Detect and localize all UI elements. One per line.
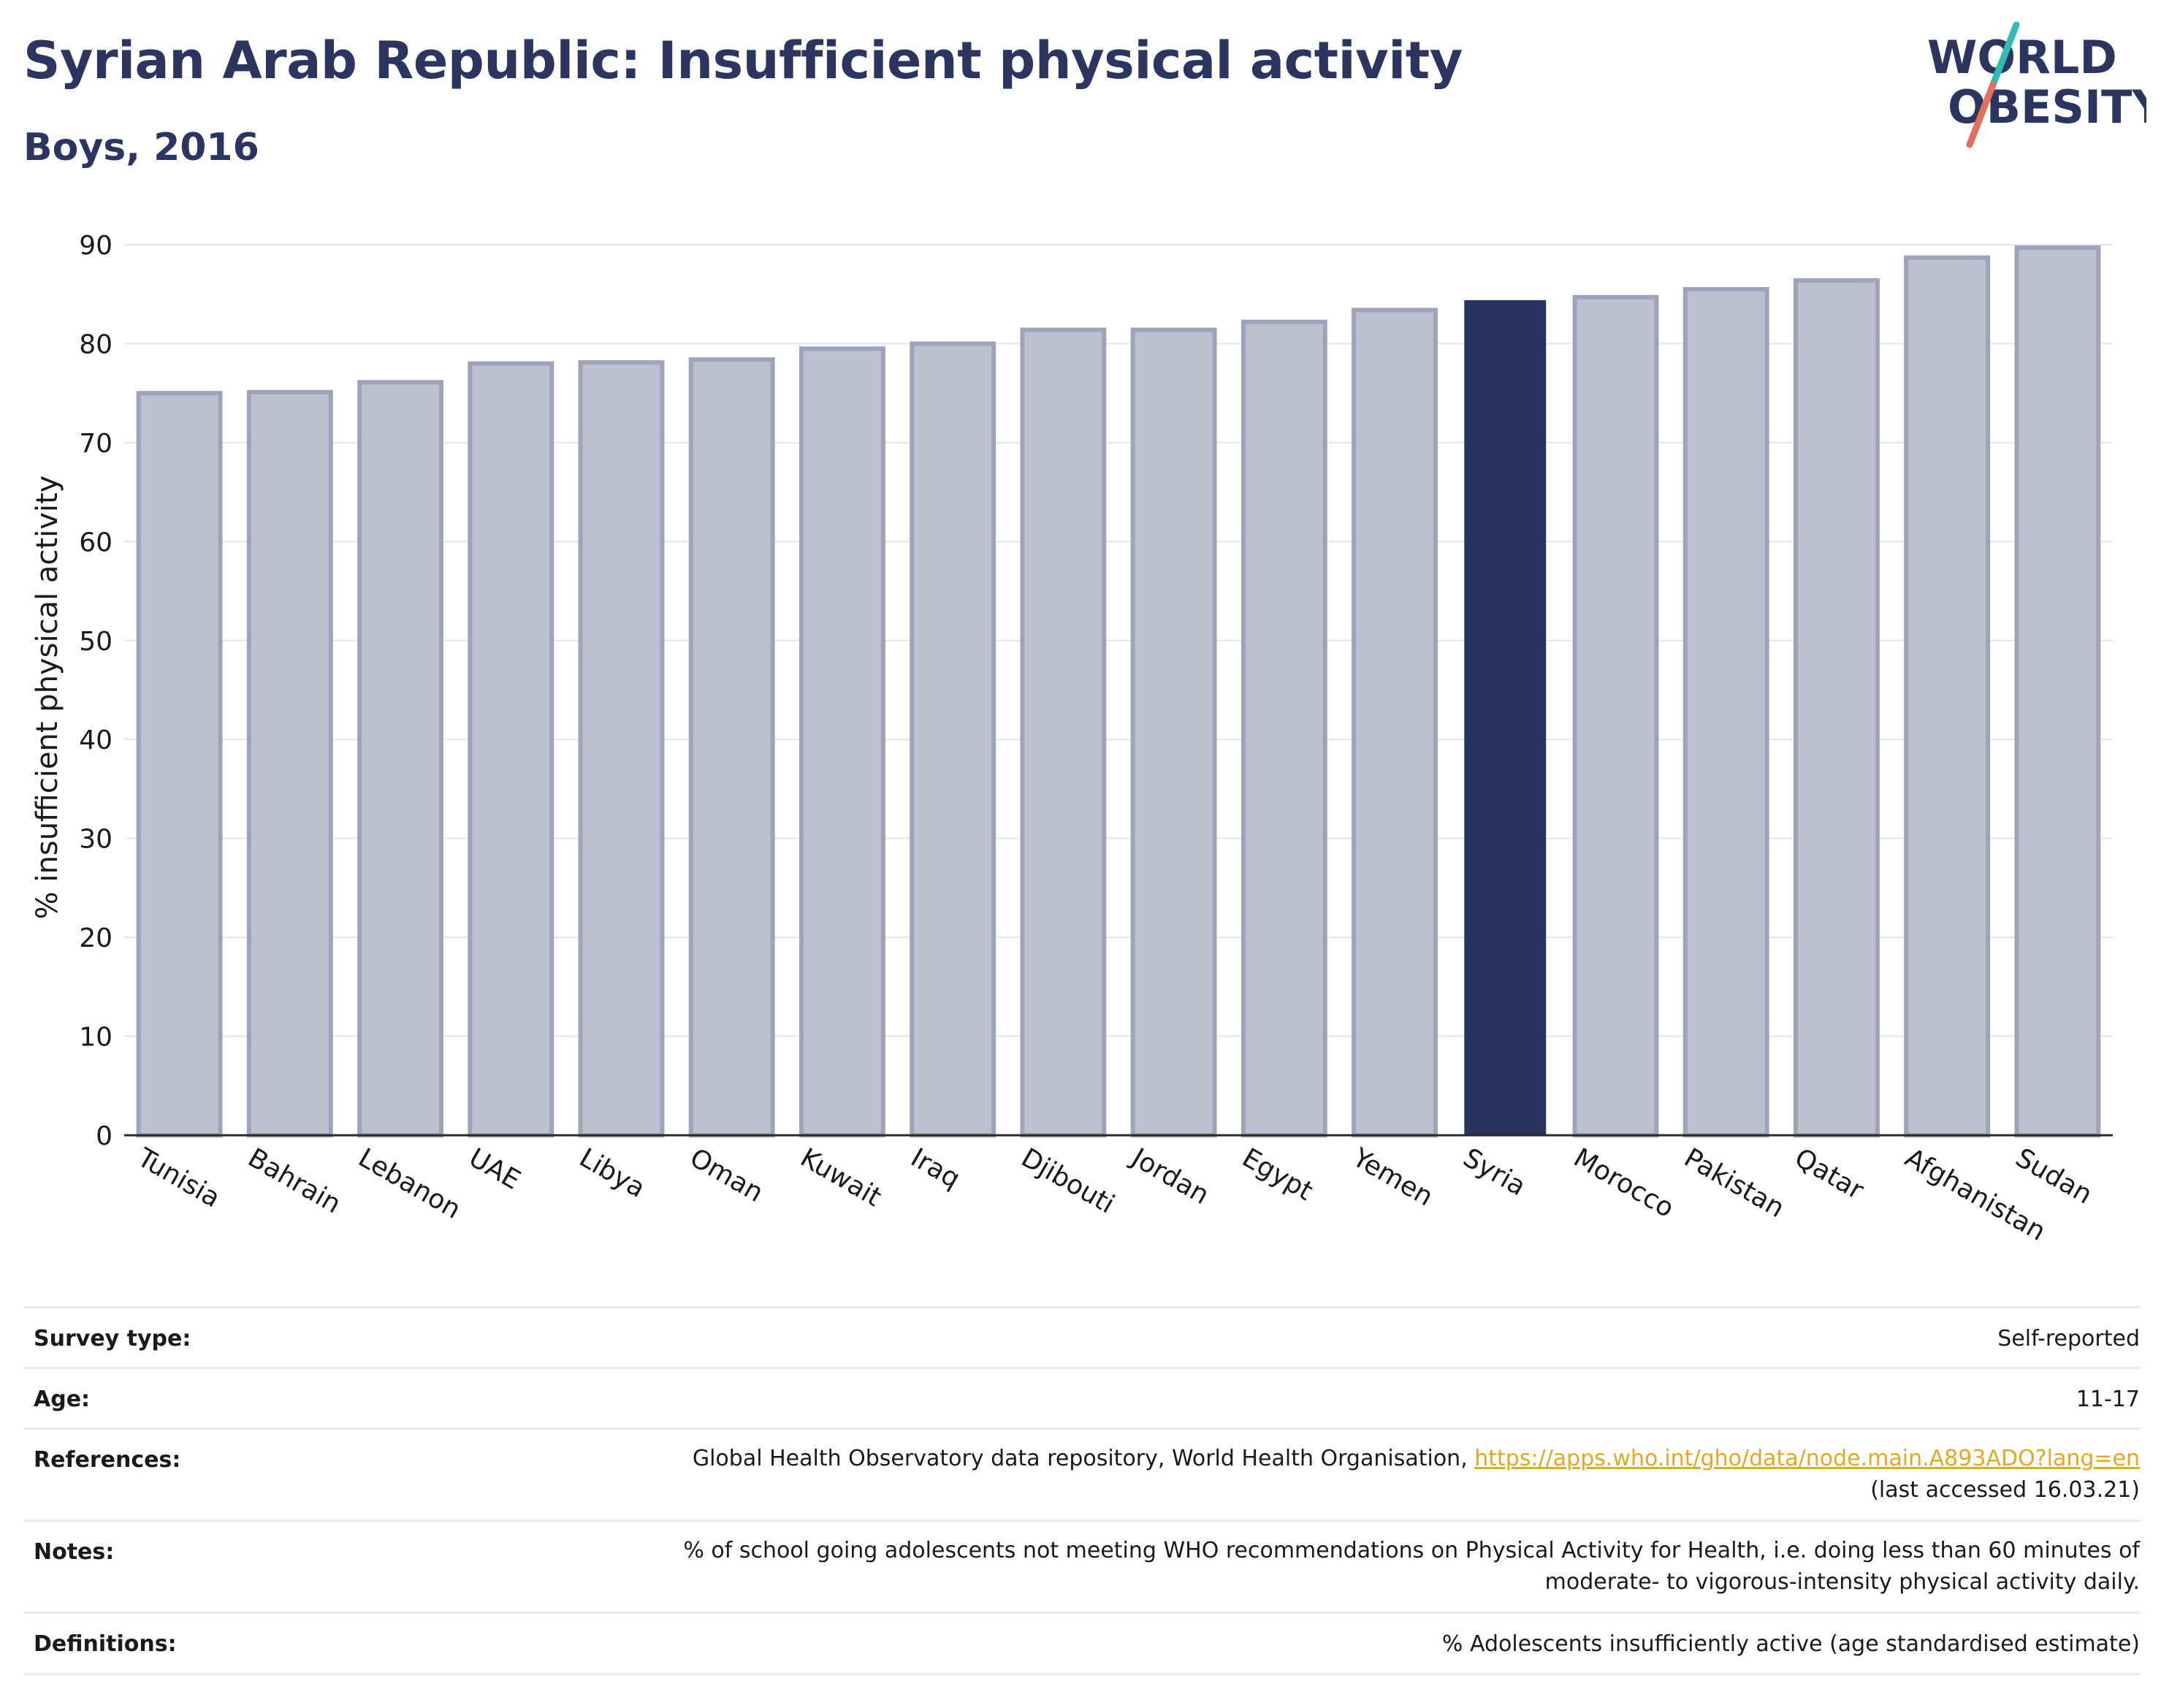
bar-qatar (1793, 278, 1880, 1137)
x-tick-label: Syria (1458, 1143, 1531, 1202)
bars (136, 245, 2101, 1138)
info-key-notes: Notes: (34, 1539, 115, 1565)
y-tick-labels: 0 10 20 30 40 50 60 70 80 90 (79, 231, 113, 1151)
y-tick-label: 20 (79, 923, 113, 953)
info-value-notes: % of school going adolescents not meetin… (683, 1538, 2140, 1563)
logo-slash-top (1989, 21, 2020, 88)
info-key-survey-type: Survey type: (34, 1326, 191, 1351)
world-obesity-logo: WORLD OBESITY (1927, 21, 2146, 148)
logo-line-1: WORLD (1927, 31, 2117, 84)
y-tick-label: 80 (79, 329, 113, 359)
x-tick-label: Lebanon (354, 1143, 466, 1225)
info-row-definitions: Definitions: % Adolescents insufficientl… (23, 1612, 2141, 1674)
info-row-survey-type: Survey type: Self-reported (23, 1307, 2141, 1368)
info-row-notes: Notes: % of school going adolescents not… (23, 1520, 2141, 1613)
x-tick-label: Djibouti (1016, 1143, 1119, 1219)
bar-libya (578, 360, 665, 1138)
info-value-age: 11-17 (2076, 1387, 2140, 1412)
bar-jordan (1130, 327, 1217, 1138)
bar-pakistan (1682, 286, 1769, 1138)
y-tick-label: 60 (79, 527, 113, 557)
bar-chart: 0 10 20 30 40 50 60 70 80 90 Tunisia Bahrain Lebano… (31, 231, 2113, 1247)
gridlines (124, 244, 2113, 1037)
bar-iraq (910, 341, 996, 1137)
y-tick-label: 0 (96, 1121, 113, 1151)
bar-lebanon (357, 380, 444, 1137)
page-title: Syrian Arab Republic: Insufficient physi… (23, 31, 1463, 91)
x-tick-label: Qatar (1789, 1143, 1868, 1205)
y-tick-label: 40 (79, 725, 113, 755)
x-tick-label: UAE (464, 1143, 525, 1195)
bar-sudan (2014, 245, 2101, 1137)
x-tick-label: Yemen (1347, 1143, 1438, 1213)
info-key-definitions: Definitions: (34, 1631, 177, 1657)
x-tick-label: Bahrain (243, 1143, 346, 1219)
y-tick-label: 10 (79, 1023, 113, 1053)
y-tick-label: 70 (79, 429, 113, 459)
info-value-references: Global Health Observatory data repositor… (692, 1446, 1475, 1471)
info-row-age: Age: 11-17 (23, 1368, 2141, 1429)
bar-tunisia (136, 391, 223, 1137)
logo-slash-bottom (1966, 81, 1997, 148)
x-tick-label: Jordan (1125, 1142, 1213, 1211)
info-value-survey-type: Self-reported (1997, 1326, 2140, 1351)
info-value-definitions: % Adolescents insufficiently active (age… (1441, 1631, 2140, 1657)
x-tick-label: Oman (685, 1143, 768, 1208)
x-tick-label: Sudan (2011, 1143, 2097, 1210)
bar-kuwait (799, 346, 885, 1137)
x-tick-label: Kuwait (795, 1143, 886, 1213)
x-tick-label: Pakistan (1679, 1143, 1789, 1224)
y-tick-label: 30 (79, 825, 113, 855)
bar-djibouti (1020, 327, 1107, 1138)
x-tick-label: Tunisia (132, 1143, 225, 1213)
y-tick-label: 90 (79, 231, 113, 261)
bar-yemen (1352, 308, 1438, 1138)
bar-egypt (1240, 319, 1327, 1138)
reference-link[interactable]: https://apps.who.int/gho/data/node.main.… (1474, 1446, 2140, 1471)
info-value-references-accessed: (last accessed 16.03.21) (1870, 1477, 2140, 1503)
bar-uae (468, 361, 554, 1137)
x-tick-label: Iraq (906, 1143, 965, 1194)
x-tick-label: Libya (574, 1143, 650, 1204)
bar-morocco (1572, 294, 1659, 1138)
info-value-notes-cont: moderate- to vigorous-intensity physical… (1544, 1569, 2140, 1595)
page-subtitle: Boys, 2016 (23, 126, 259, 169)
info-row-references: References: Global Health Observatory da… (23, 1428, 2141, 1521)
info-key-references: References: (34, 1447, 181, 1473)
y-axis-title: % insufficient physical activity (31, 476, 64, 920)
x-tick-label: Egypt (1237, 1143, 1317, 1206)
y-tick-label: 50 (79, 627, 113, 657)
info-key-age: Age: (34, 1387, 91, 1412)
bar-syria (1464, 300, 1547, 1135)
bar-afghanistan (1904, 255, 1991, 1137)
info-table: Survey type: Self-reported Age: 11-17 Re… (23, 1306, 2141, 1675)
x-tick-label: Morocco (1569, 1143, 1679, 1224)
bar-oman (688, 357, 775, 1137)
bar-bahrain (246, 389, 333, 1137)
